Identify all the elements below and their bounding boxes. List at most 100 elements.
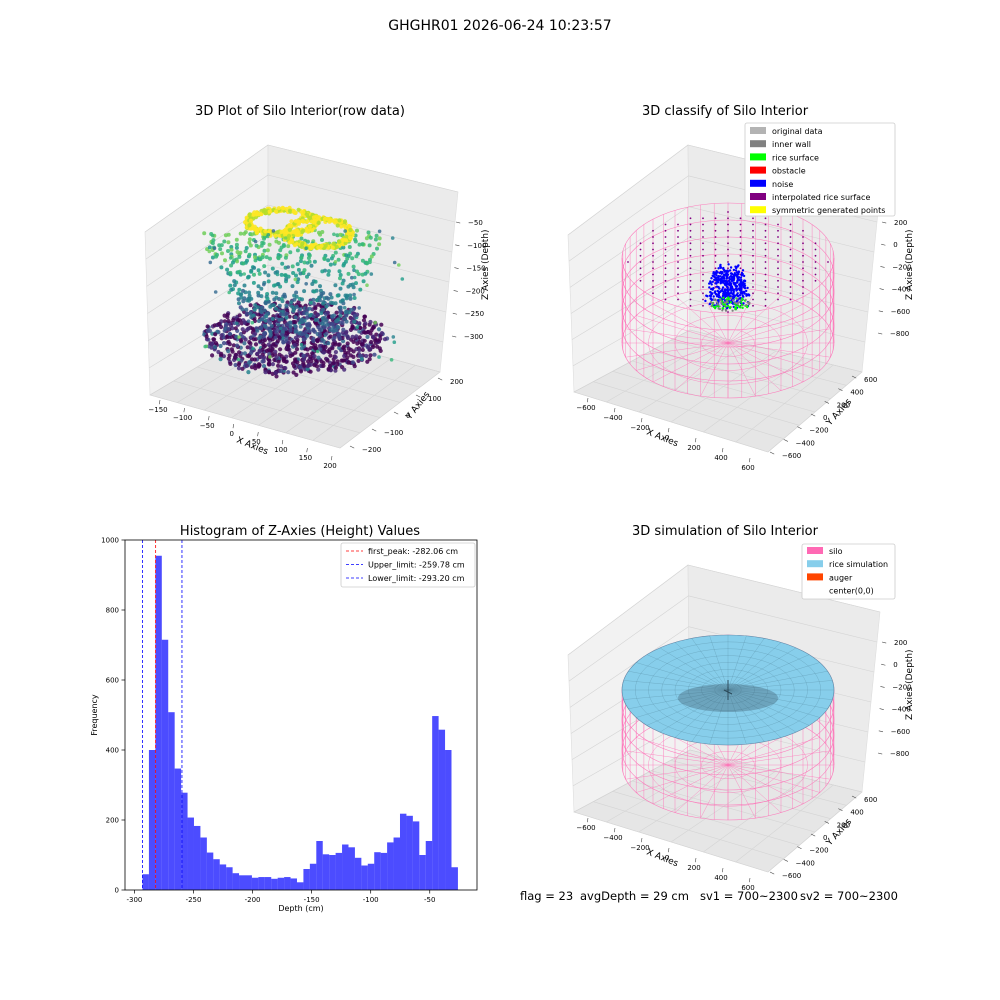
classify-interpolated-point [802, 254, 804, 257]
raw-data-point [367, 260, 372, 265]
classify-rice-point [735, 304, 738, 307]
raw-data-point [364, 260, 369, 265]
raw-data-point [288, 324, 293, 329]
histogram-title: Histogram of Z-Axies (Height) Values [179, 524, 421, 539]
simulation-z-tick-mark [881, 641, 887, 644]
raw-data-point [373, 237, 378, 242]
raw-data-point [218, 343, 223, 349]
raw-data-point [292, 364, 297, 369]
grid-line [569, 626, 689, 708]
raw-data-point [280, 329, 285, 334]
simulation-z-tick-label: 200 [894, 639, 907, 647]
simulation-x-tick-mark [749, 877, 751, 883]
raw-y-tick-mark [393, 411, 399, 415]
raw-data-point [236, 366, 242, 371]
classify-interpolated-point [777, 254, 779, 257]
raw-y-tick-mark [349, 445, 355, 449]
raw-data-point [234, 334, 239, 339]
classify-noise-point [723, 279, 726, 282]
histogram-bar [174, 768, 182, 890]
classify-interpolated-point [639, 267, 642, 270]
raw-data-point [250, 320, 255, 325]
raw-data-point [248, 311, 253, 316]
histogram-bar [380, 852, 388, 890]
simulation-surface-mesh-spoke [623, 689, 729, 700]
raw-data-point [264, 255, 269, 260]
raw-data-point [221, 341, 227, 346]
classify-y-tick-label: 600 [864, 376, 877, 384]
classify-x-tick-label: −200 [630, 424, 649, 432]
raw-data-point [357, 347, 362, 353]
classify-interpolated-point [802, 236, 804, 238]
classify-interpolated-point [689, 304, 692, 307]
classify-x-tick-label: 200 [687, 444, 700, 452]
classify-noise-point [725, 281, 729, 285]
raw-data-point [321, 301, 326, 306]
raw-data-point [397, 263, 401, 267]
histogram-bar [412, 821, 420, 890]
raw-data-point [265, 296, 270, 301]
raw-data-point [232, 279, 237, 284]
raw-data-point [351, 354, 356, 359]
raw-data-point [273, 349, 278, 354]
raw-data-point [357, 306, 362, 310]
raw-data-point [315, 317, 320, 322]
raw-data-point [347, 245, 352, 249]
raw-data-point [336, 257, 341, 262]
raw-data-point [207, 245, 212, 250]
raw-data-point [355, 341, 360, 346]
classify-interpolated-point [727, 267, 729, 270]
raw-z-tick-label: −150 [466, 265, 485, 273]
raw-data-point [308, 300, 313, 305]
classify-x-tick-label: −600 [576, 404, 595, 412]
grid-line [197, 366, 381, 418]
raw-data-point [313, 306, 318, 311]
raw-data-point [241, 261, 246, 266]
raw-data-point [336, 333, 341, 338]
raw-data-point [266, 342, 271, 347]
classify-interpolated-point [677, 292, 679, 295]
raw-data-point [350, 282, 355, 287]
raw-data-point [259, 326, 264, 331]
classify-interpolated-point [664, 267, 667, 270]
raw-data-point [374, 233, 379, 238]
raw-data-point [297, 321, 302, 325]
raw-data-point [260, 255, 265, 260]
simulation-x-tick-label: 400 [714, 874, 727, 882]
classify-interpolated-point [727, 236, 729, 238]
raw-data-point [332, 338, 337, 343]
simulation-legend-swatch [807, 560, 823, 568]
raw-data-point [357, 335, 362, 340]
classify-rice-point [722, 303, 725, 306]
simulation-surface-mesh-spoke [646, 689, 729, 726]
raw-data-point [342, 305, 347, 310]
raw-data-point [302, 363, 307, 368]
raw-data-point [338, 305, 343, 310]
raw-data-point [292, 342, 297, 348]
simulation-legend-label: auger [829, 573, 853, 582]
classify-rice-point [722, 296, 725, 299]
raw-z-tick-label: −50 [468, 219, 483, 227]
raw-data-point [237, 287, 242, 292]
grid-line [631, 780, 816, 833]
simulation-surface-mesh-spoke [727, 689, 833, 700]
raw-data-point [289, 219, 294, 224]
raw-data-point [256, 362, 262, 367]
raw-data-point [363, 321, 368, 326]
raw-data-point [259, 305, 264, 310]
raw-data-point [265, 248, 270, 253]
raw-data-point [367, 357, 372, 362]
simulation-z-tick-label: −400 [892, 706, 911, 714]
raw-data-point [324, 331, 329, 336]
classify-noise-point [706, 295, 709, 298]
raw-data-point [210, 255, 215, 260]
raw-data-point [253, 337, 258, 342]
classify-noise-point [719, 275, 722, 278]
classify-noise-point [740, 273, 744, 276]
raw-data-point [226, 326, 231, 331]
classify-noise-point [728, 269, 732, 272]
raw-z-tick-mark [454, 267, 459, 269]
raw-data-point [343, 238, 349, 243]
raw-data-point [209, 342, 215, 347]
grid-line [689, 329, 863, 373]
